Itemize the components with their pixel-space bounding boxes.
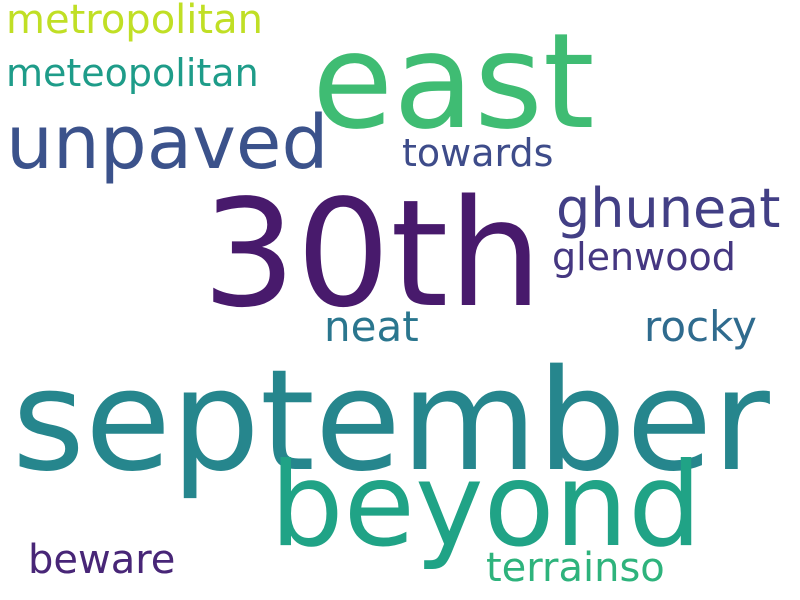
word-ghuneat: ghuneat — [556, 177, 781, 240]
word-30th: 30th — [202, 168, 543, 340]
word-rocky: rocky — [644, 302, 757, 351]
word-towards: towards — [402, 131, 554, 175]
word-unpaved: unpaved — [6, 100, 329, 186]
word-september: september — [12, 340, 770, 503]
word-metropolitan: metropolitan — [6, 0, 263, 43]
word-terrainso: terrainso — [486, 545, 665, 591]
word-glenwood: glenwood — [552, 235, 736, 279]
word-neat: neat — [324, 302, 419, 351]
word-beyond: beyond — [270, 438, 702, 573]
word-meteopolitan: meteopolitan — [6, 51, 259, 95]
word-beware: beware — [28, 537, 176, 583]
word-east: east — [312, 5, 595, 159]
